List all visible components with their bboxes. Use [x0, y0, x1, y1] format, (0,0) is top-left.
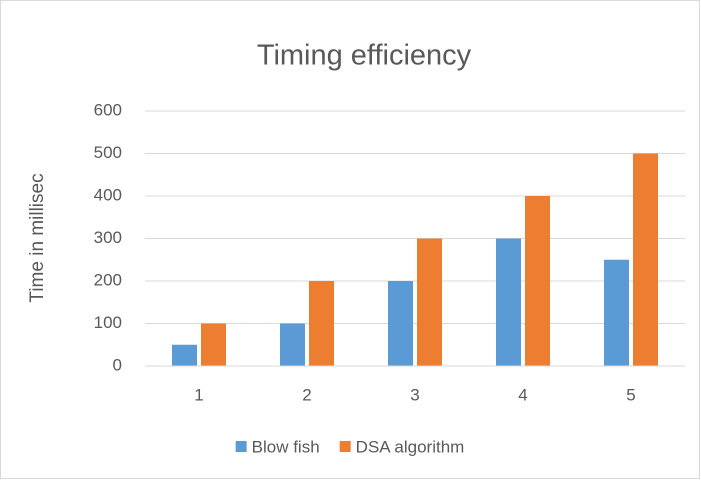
- bar: [388, 281, 413, 366]
- bar: [417, 238, 442, 366]
- y-tick-label: 200: [94, 270, 122, 289]
- y-axis-label: Time in millisec: [27, 173, 48, 302]
- bar: [604, 259, 629, 366]
- x-tick-label: 2: [302, 385, 311, 404]
- bar: [496, 238, 521, 366]
- x-tick-label: 1: [194, 385, 203, 404]
- x-tick-label: 5: [626, 385, 635, 404]
- bar: [172, 344, 197, 366]
- bar: [633, 153, 658, 366]
- y-tick-label: 400: [94, 185, 122, 204]
- legend-swatch: [235, 441, 247, 452]
- legend-label: DSA algorithm: [356, 437, 465, 456]
- y-tick-label: 600: [94, 100, 122, 119]
- bar: [525, 196, 550, 366]
- y-tick-label: 500: [94, 143, 122, 162]
- bar: [201, 323, 226, 366]
- bar: [309, 281, 334, 366]
- y-tick-label: 100: [94, 313, 122, 332]
- y-tick-label: 0: [113, 355, 122, 374]
- y-tick-label: 300: [94, 228, 122, 247]
- x-tick-label: 3: [410, 385, 419, 404]
- chart-title: Timing efficiency: [257, 40, 472, 72]
- x-tick-label: 4: [518, 385, 527, 404]
- legend-swatch: [339, 441, 351, 452]
- bar: [280, 323, 305, 366]
- legend-label: Blow fish: [252, 437, 320, 456]
